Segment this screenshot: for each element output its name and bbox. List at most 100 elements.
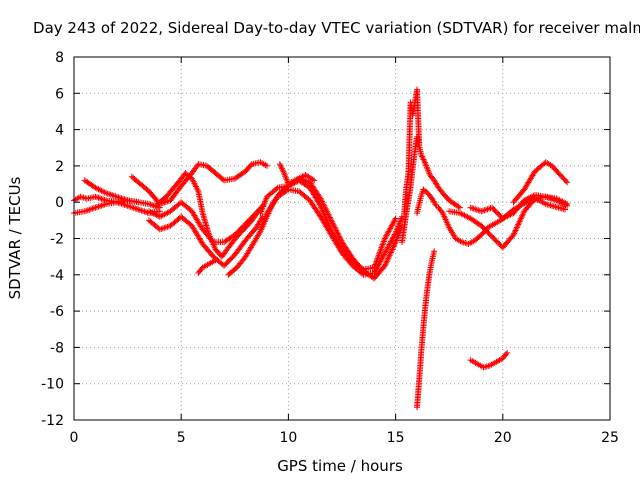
data-point: [432, 201, 439, 208]
data-point: [92, 204, 99, 211]
data-point: [84, 207, 91, 214]
data-point: [318, 197, 325, 204]
y-tick-label: 0: [55, 195, 64, 211]
series-trace-m: [399, 133, 463, 246]
data-point: [107, 191, 114, 198]
data-point: [321, 202, 328, 209]
series-trace-s: [414, 248, 438, 411]
data-point: [130, 204, 137, 211]
data-point: [519, 211, 526, 218]
data-point: [456, 204, 463, 211]
data-point: [132, 205, 139, 212]
data-point: [162, 224, 169, 231]
y-tick-label: -4: [50, 268, 64, 284]
data-point: [384, 256, 391, 263]
data-point: [149, 202, 156, 209]
chart-title: Day 243 of 2022, Sidereal Day-to-day VTE…: [33, 19, 640, 37]
y-tick-label: 8: [55, 50, 64, 66]
data-point: [328, 218, 335, 225]
series-trace-r: [510, 159, 571, 206]
data-point: [87, 206, 94, 213]
data-point: [503, 351, 510, 358]
x-tick-label: 20: [494, 430, 512, 446]
data-point: [479, 207, 486, 214]
data-point: [89, 205, 96, 212]
series-trace-e: [154, 170, 262, 260]
data-point: [517, 217, 524, 224]
data-point: [512, 227, 519, 234]
data-point: [309, 176, 316, 183]
data-point: [95, 194, 102, 201]
y-axis-label: SDTVAR / TECUs: [6, 176, 24, 299]
data-point: [416, 141, 423, 148]
data-point: [326, 212, 333, 219]
x-tick-label: 10: [279, 430, 297, 446]
data-point: [515, 220, 522, 227]
data-point: [331, 223, 338, 230]
data-point: [511, 228, 518, 235]
data-point: [478, 208, 485, 215]
data-point: [391, 216, 398, 223]
grid-lines: [74, 57, 610, 420]
data-point: [212, 257, 219, 264]
data-point: [317, 195, 324, 202]
data-point: [97, 195, 104, 202]
y-tick-label: 2: [55, 159, 64, 175]
data-point: [337, 236, 344, 243]
data-point: [511, 230, 518, 237]
data-point: [323, 207, 330, 214]
data-point: [467, 204, 474, 211]
data-point: [564, 201, 571, 208]
data-point: [517, 215, 524, 222]
data-point: [323, 208, 330, 215]
data-point: [95, 203, 102, 210]
data-point: [93, 204, 100, 211]
data-point: [481, 207, 488, 214]
data-point: [109, 192, 116, 199]
x-tick-label: 0: [70, 430, 79, 446]
data-point: [83, 207, 90, 214]
data-point: [514, 223, 521, 230]
y-tick-label: 6: [55, 86, 64, 102]
data-point: [518, 214, 525, 221]
data-point: [381, 262, 388, 269]
data-point: [256, 229, 263, 236]
data-point: [93, 194, 100, 201]
data-point: [324, 210, 331, 217]
data-point: [392, 215, 399, 222]
x-tick-label: 25: [601, 430, 619, 446]
data-point: [325, 211, 332, 218]
y-tick-label: -8: [50, 340, 64, 356]
data-point: [135, 206, 142, 213]
data-point: [455, 203, 462, 210]
data-point: [390, 243, 397, 250]
data-point: [562, 177, 569, 184]
data-point: [86, 206, 93, 213]
series-trace-n: [401, 86, 423, 217]
data-point: [161, 224, 168, 231]
data-point: [387, 249, 394, 256]
data-point: [329, 220, 336, 227]
data-point: [112, 193, 119, 200]
data-point: [431, 248, 438, 255]
data-point: [311, 177, 318, 184]
data-point: [209, 237, 216, 244]
data-point: [423, 188, 430, 195]
data-point: [330, 221, 337, 228]
data-point: [473, 206, 480, 213]
data-point: [469, 205, 476, 212]
data-point: [273, 185, 280, 192]
data-point: [510, 231, 517, 238]
data-point: [319, 199, 326, 206]
series-trace-c: [81, 177, 142, 206]
data-point: [318, 198, 325, 205]
data-point: [504, 349, 511, 356]
data-point: [515, 221, 522, 228]
data-point: [383, 258, 390, 265]
data-point: [383, 259, 390, 266]
y-tick-label: 4: [55, 123, 64, 139]
data-point: [133, 205, 140, 212]
data-point: [159, 225, 166, 232]
data-point: [321, 204, 328, 211]
data-point: [98, 195, 105, 202]
